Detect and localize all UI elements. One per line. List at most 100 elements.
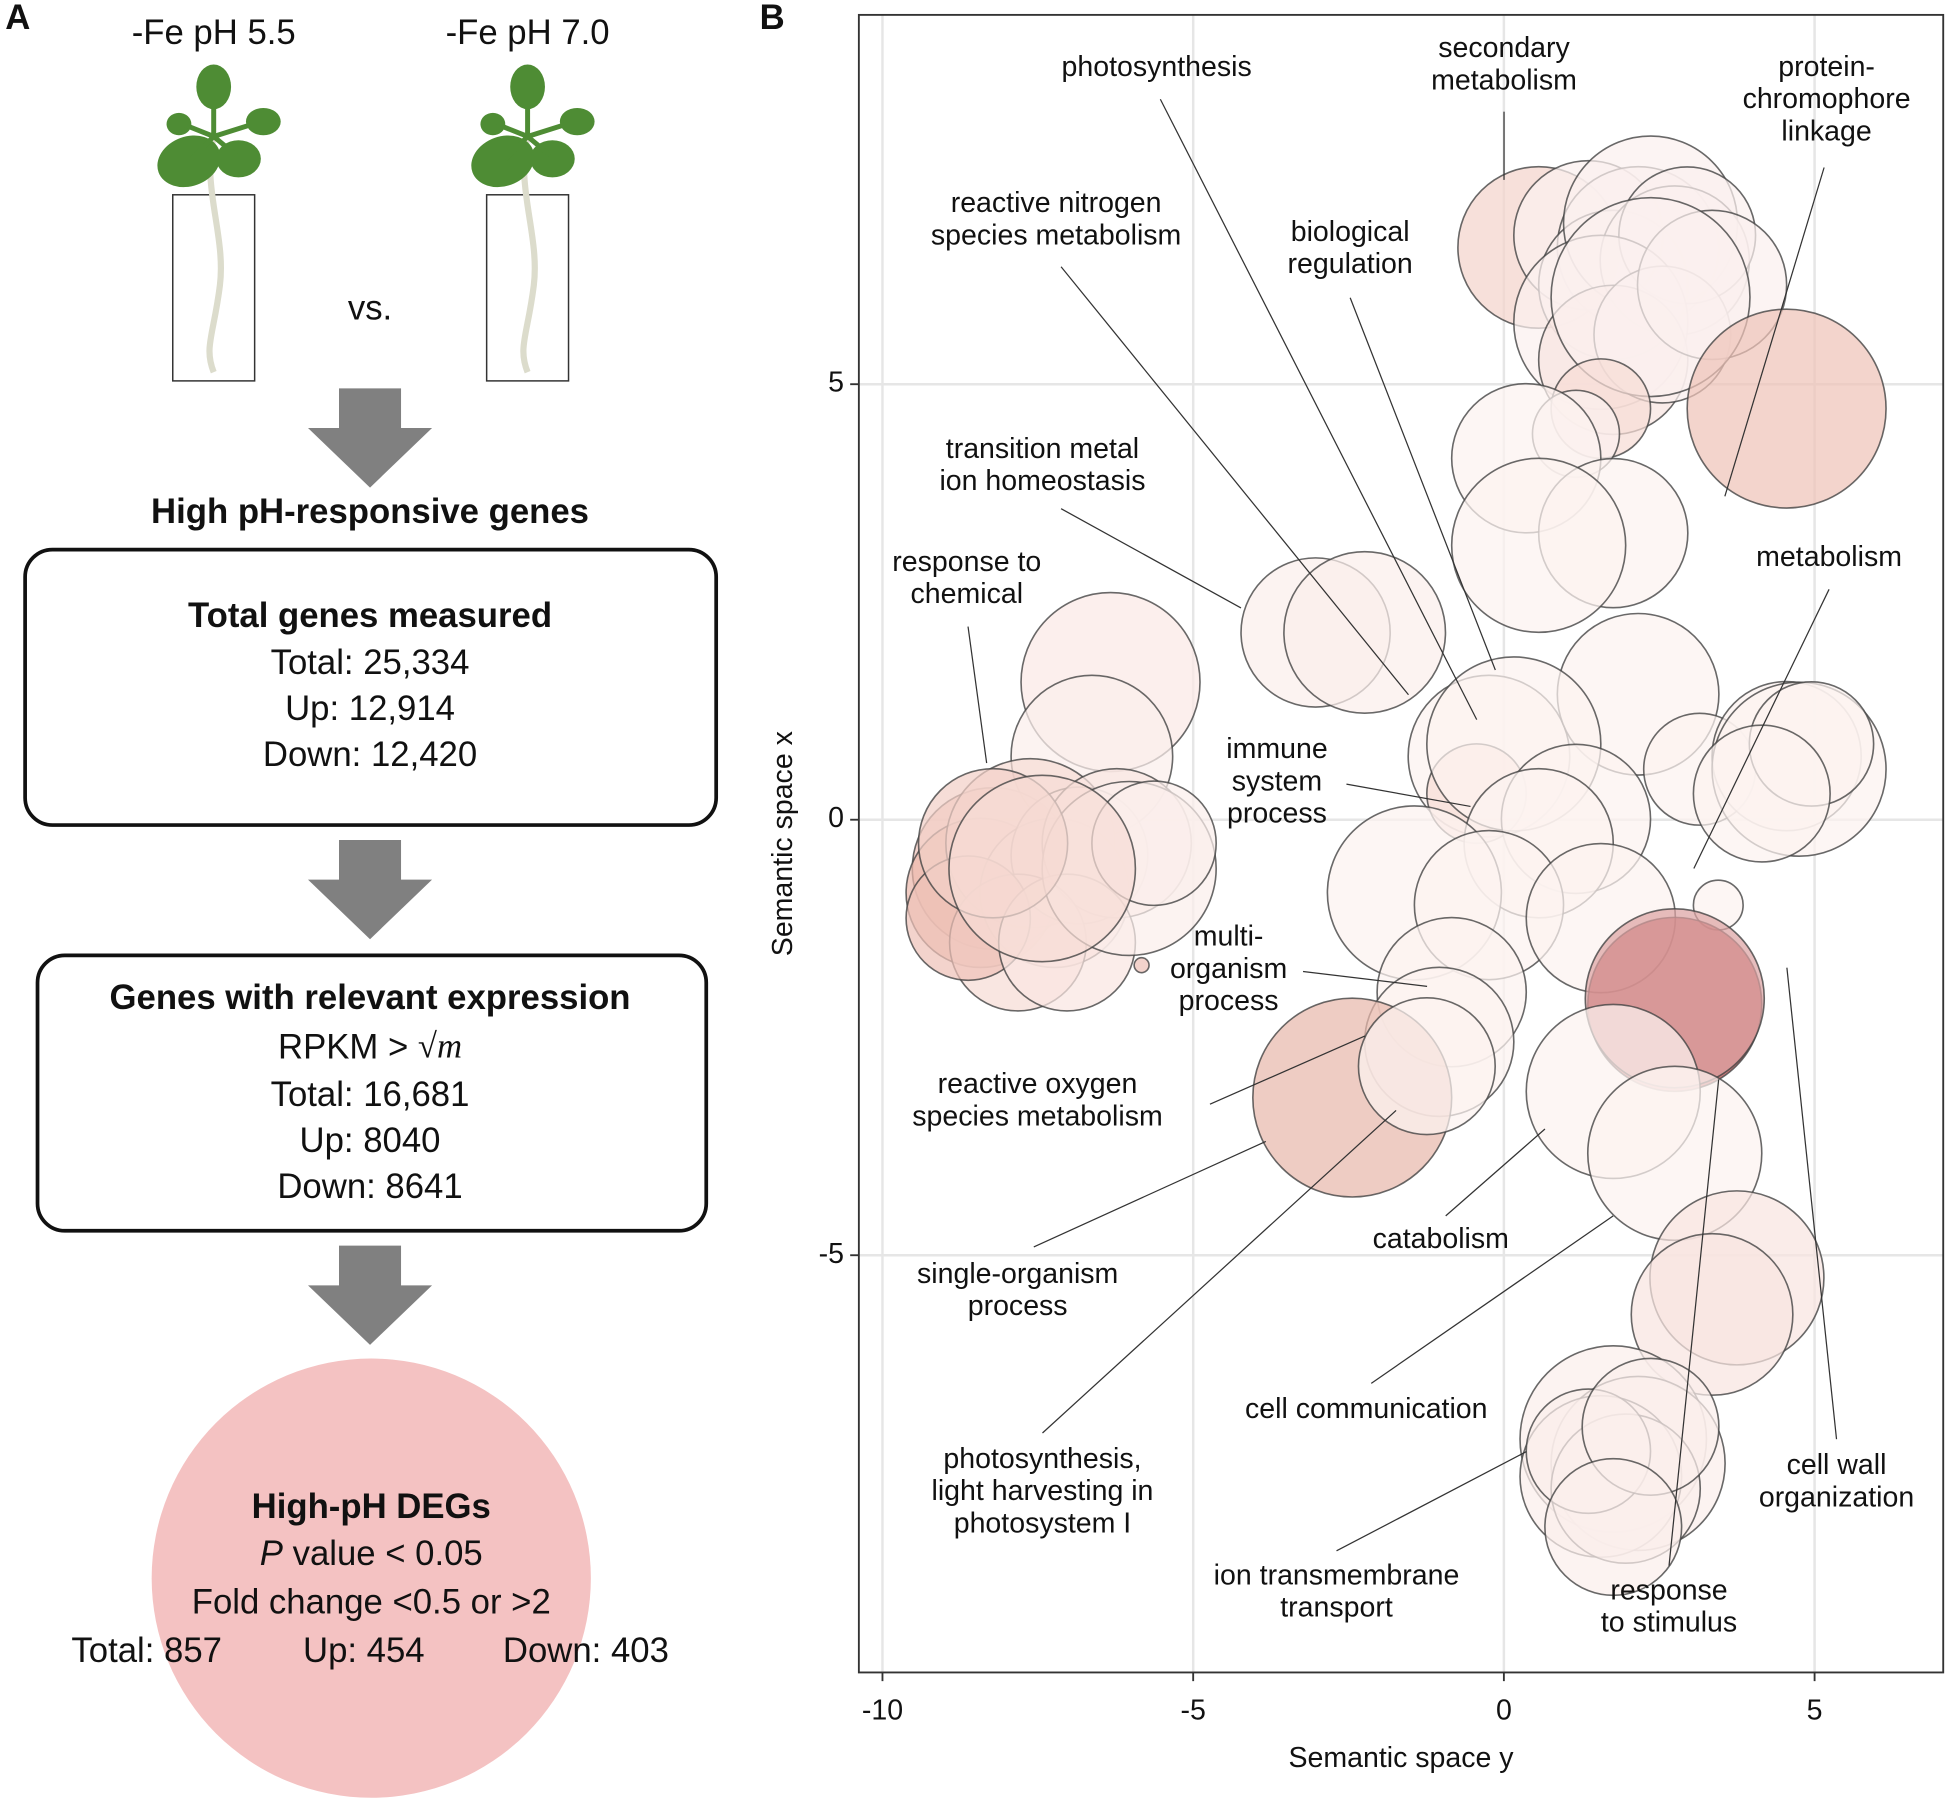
- box-line: RPKM > √m: [278, 1027, 462, 1067]
- arrow: [307, 388, 433, 488]
- heading: High pH-responsive genes: [151, 493, 589, 531]
- p-symbol: P: [260, 1535, 283, 1573]
- annotation: metabolism: [1756, 541, 1902, 573]
- leader-line: [1693, 589, 1830, 869]
- box-line: Up: 12,914: [285, 690, 455, 728]
- annotation: secondary: [1438, 32, 1570, 64]
- box-line: Up: 8040: [300, 1122, 441, 1160]
- bubble: [1686, 308, 1887, 509]
- box-line: Down: 8641: [277, 1168, 462, 1206]
- annotation: ion transmembrane: [1214, 1559, 1460, 1591]
- annotation: species metabolism: [912, 1100, 1162, 1132]
- circle-line: Fold change <0.5 or >2: [192, 1583, 551, 1621]
- annotation: response to: [892, 546, 1041, 578]
- annotation: photosystem I: [954, 1507, 1132, 1539]
- annotation: cell wall: [1787, 1449, 1887, 1481]
- leader-line: [1060, 266, 1409, 696]
- bubble: [1357, 997, 1496, 1136]
- arrow: [307, 839, 433, 940]
- annotation: chemical: [911, 578, 1024, 610]
- annotation: process: [1227, 798, 1327, 830]
- annotation: species metabolism: [931, 220, 1181, 252]
- bubble: [1544, 1457, 1683, 1597]
- leader-line: [1060, 508, 1242, 609]
- annotation: ion homeostasis: [939, 465, 1145, 497]
- annotation: cell communication: [1245, 1393, 1487, 1425]
- bubble: [948, 774, 1137, 963]
- sqrt-m: √m: [418, 1027, 462, 1066]
- annotation: light harvesting in: [932, 1475, 1154, 1507]
- annotation: response: [1610, 1574, 1727, 1606]
- rpkm: RPKM >: [278, 1029, 418, 1067]
- annotation: reactive nitrogen: [951, 187, 1162, 219]
- box: [35, 953, 709, 1233]
- annotation: immune: [1226, 733, 1327, 765]
- count: Total: 857: [71, 1632, 222, 1670]
- leader-line: [1209, 1035, 1366, 1105]
- leader-line: [1724, 167, 1825, 497]
- count: Down: 403: [503, 1632, 669, 1670]
- leader-line: [1346, 783, 1471, 808]
- y-tick-label: 0: [828, 802, 844, 834]
- annotation: reactive oxygen: [938, 1068, 1138, 1100]
- x-tick-label: 0: [1496, 1695, 1512, 1727]
- annotation: to stimulus: [1601, 1607, 1737, 1639]
- box: [23, 547, 719, 827]
- y-axis-label: Semantic space x: [767, 731, 799, 956]
- annotation: biological: [1291, 216, 1410, 248]
- annotation: catabolism: [1373, 1223, 1509, 1255]
- annotation: regulation: [1288, 248, 1413, 280]
- annotation: metabolism: [1431, 64, 1577, 96]
- leader-line: [1159, 98, 1478, 720]
- leader-line: [1668, 1079, 1720, 1566]
- count: Up: 454: [303, 1632, 425, 1670]
- plant: [471, 64, 595, 382]
- box-line: Down: 12,420: [263, 736, 477, 774]
- panel-label: B: [760, 0, 785, 37]
- x-tick-label: -10: [862, 1695, 903, 1727]
- leader-line: [1033, 1140, 1267, 1248]
- x-axis-label: Semantic space y: [1289, 1742, 1515, 1774]
- leader-line: [1786, 967, 1838, 1440]
- leaves: [471, 64, 595, 188]
- y-tick-label: -5: [819, 1238, 844, 1270]
- leader-line: [1336, 1451, 1527, 1552]
- bubble: [1283, 550, 1447, 715]
- annotation: transport: [1280, 1592, 1393, 1624]
- leader-line: [1349, 297, 1496, 671]
- annotation: process: [968, 1290, 1068, 1322]
- p-rest: value < 0.05: [283, 1535, 483, 1573]
- arrows: [307, 388, 433, 1345]
- box-line: Total: 25,334: [271, 644, 470, 682]
- annotation: single-organism: [917, 1258, 1118, 1290]
- x-tick-label: -5: [1180, 1695, 1205, 1727]
- x-tick-label: 5: [1807, 1695, 1823, 1727]
- leader-line: [967, 626, 988, 764]
- condition-label: -Fe pH 5.5: [132, 14, 296, 52]
- leader-line: [1445, 1128, 1546, 1217]
- box-title: Genes with relevant expression: [110, 979, 631, 1017]
- plot: -10 -5 0 5-505photosynthesissecondarymetabo…: [767, 13, 1945, 1774]
- box-line: Total: 16,681: [271, 1076, 470, 1114]
- arrow: [307, 1245, 433, 1345]
- annotation: organism: [1170, 953, 1287, 985]
- annotation: photosynthesis,: [943, 1443, 1141, 1475]
- annotation: multi-: [1194, 920, 1264, 952]
- versus: vs.: [348, 289, 392, 327]
- bubble: [1692, 724, 1831, 863]
- annotation: organization: [1759, 1481, 1914, 1513]
- plant: [157, 64, 281, 382]
- annotation: protein-: [1778, 51, 1875, 83]
- leaves: [157, 64, 281, 188]
- annotation: transition metal: [946, 433, 1139, 465]
- annotation: photosynthesis: [1062, 51, 1252, 83]
- bubble: [1450, 457, 1627, 634]
- annotation: process: [1179, 985, 1279, 1017]
- plot-frame: [857, 13, 1945, 1674]
- leader-line: [1302, 970, 1428, 987]
- annotation: linkage: [1781, 115, 1871, 147]
- annotation: chromophore: [1743, 83, 1911, 115]
- bubble: [1550, 196, 1751, 398]
